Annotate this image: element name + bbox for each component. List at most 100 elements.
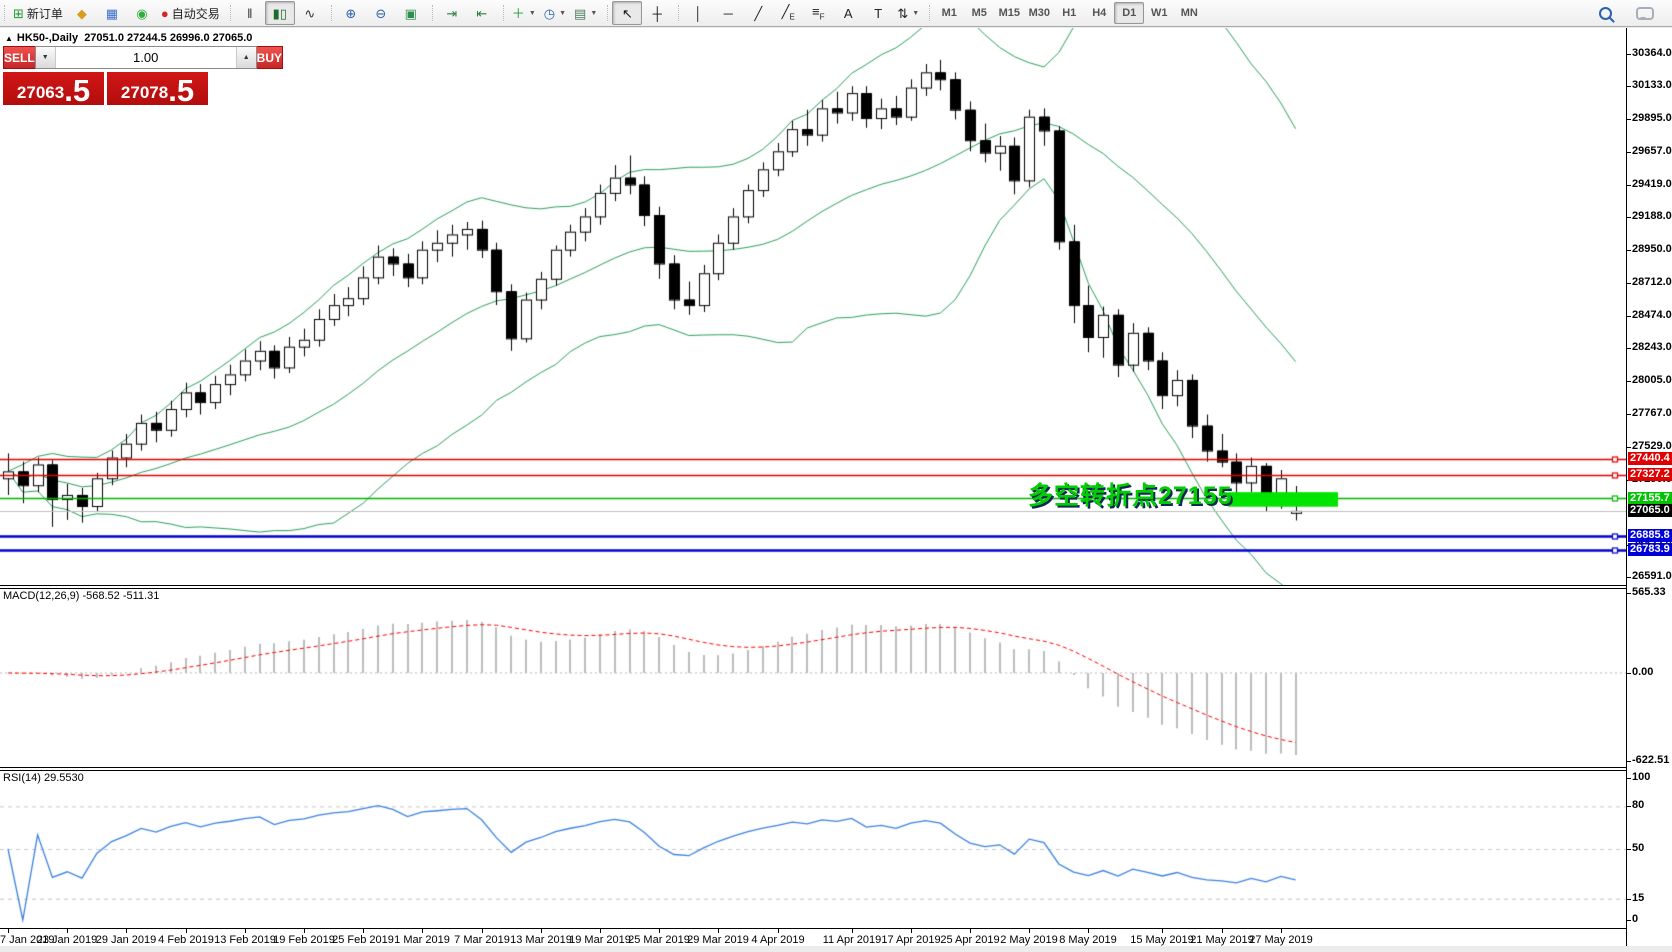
- horizontal-line-button[interactable]: ─: [713, 1, 743, 25]
- date-label: 27 May 2019: [1249, 934, 1313, 946]
- trendline-button[interactable]: ╱: [743, 1, 773, 25]
- rsi-chart-canvas[interactable]: [0, 771, 1626, 928]
- buy-button[interactable]: BUY: [256, 46, 284, 69]
- new-order-button[interactable]: ⊞ 新订单: [9, 1, 67, 25]
- equidistant-channel-button[interactable]: ╱E: [773, 1, 803, 25]
- timeframe-d1-label: D1: [1122, 7, 1137, 19]
- price-line-tag: 26783.9: [1628, 543, 1672, 557]
- date-label: 15 May 2019: [1130, 934, 1194, 946]
- axis-tick-label: 30364.0: [1632, 46, 1672, 59]
- tile-windows-button[interactable]: ▣: [396, 1, 426, 25]
- toolbar-right: [1590, 1, 1670, 25]
- panel-splitter[interactable]: [0, 585, 1672, 589]
- price-line-tag: 27155.7: [1628, 491, 1672, 505]
- market-watch-button[interactable]: ▦: [97, 1, 127, 25]
- price-axis: 30364.0 30133.0 29895.0 29657.0 29419.0 29188…: [1626, 28, 1672, 946]
- crosshair-button[interactable]: ┼: [642, 1, 672, 25]
- zoom-out-button[interactable]: ⊖: [366, 1, 396, 25]
- text-button[interactable]: A: [833, 1, 863, 25]
- timeframe-w1-label: W1: [1151, 7, 1168, 19]
- fibonacci-button[interactable]: ≡F: [803, 1, 833, 25]
- timeframe-d1[interactable]: D1: [1114, 2, 1145, 24]
- auto-scroll-button[interactable]: ⇥: [437, 1, 467, 25]
- bar-chart-icon: ‖: [247, 5, 253, 21]
- buy-price-int: 27078: [120, 83, 169, 102]
- timeframe-m5-label: M5: [971, 7, 987, 19]
- date-tick: [1029, 929, 1030, 933]
- macd-chart-canvas[interactable]: [0, 589, 1626, 767]
- axis-tick-label: -622.51: [1632, 754, 1670, 766]
- volume-input[interactable]: [55, 47, 236, 68]
- profile-icon: ◆: [76, 5, 87, 21]
- timeframe-h1[interactable]: H1: [1054, 2, 1084, 24]
- chart-shift-button[interactable]: ⇤: [467, 1, 497, 25]
- cursor-icon: ↖: [621, 5, 633, 21]
- toolbar-group: ‖ ▮▯ ∿: [228, 1, 329, 25]
- vertical-line-button[interactable]: │: [683, 1, 713, 25]
- zoom-in-button[interactable]: ⊕: [336, 1, 366, 25]
- timeframe-m30[interactable]: M30: [1024, 2, 1054, 24]
- toolbar-group: ⊕ ⊖ ▣: [329, 1, 430, 25]
- autotrade-button[interactable]: ● 自动交易: [157, 1, 224, 25]
- date-tick: [541, 929, 542, 933]
- chart-shift-icon: ⇤: [476, 5, 488, 21]
- text-label-button[interactable]: T: [863, 1, 893, 25]
- search-icon: [1598, 6, 1612, 20]
- axis-tick: [1627, 282, 1631, 284]
- timeframe-w1[interactable]: W1: [1144, 2, 1174, 24]
- date-tick: [778, 929, 779, 933]
- macd-indicator-label: MACD(12,26,9) -568.52 -511.31: [3, 590, 160, 602]
- zoom-out-icon: ⊖: [375, 5, 387, 21]
- chat-button[interactable]: [1630, 1, 1660, 25]
- price-line-tag: 27327.2: [1628, 468, 1672, 482]
- candlestick-chart-button[interactable]: ▮▯: [264, 1, 295, 25]
- date-label: 8 May 2019: [1059, 934, 1117, 946]
- profile-button[interactable]: ◆: [67, 1, 97, 25]
- periods-button[interactable]: ◷ ▼: [540, 1, 570, 25]
- axis-tick-label: 28243.0: [1632, 340, 1672, 353]
- date-label: 17 Apr 2019: [881, 934, 941, 946]
- new-order-icon: ⊞: [13, 5, 24, 21]
- bar-chart-button[interactable]: ‖: [235, 1, 265, 25]
- timeframe-m15[interactable]: M15: [994, 2, 1024, 24]
- sell-button[interactable]: SELL: [3, 46, 35, 69]
- date-tick: [1281, 929, 1282, 933]
- cursor-button[interactable]: ↖: [612, 1, 643, 25]
- date-label: 21 May 2019: [1190, 934, 1254, 946]
- chart-annotation-text: 多空转折点27155: [1028, 482, 1233, 510]
- price-line-tag: 27440.4: [1628, 452, 1672, 466]
- line-chart-button[interactable]: ∿: [295, 1, 325, 25]
- axis-tick: [1627, 849, 1631, 850]
- horizontal-line-icon: ─: [723, 5, 733, 21]
- indicators-button[interactable]: ＋ ▼: [508, 1, 540, 25]
- buy-price-display[interactable]: 27078.5: [107, 72, 208, 106]
- volume-decrease-button[interactable]: ▼: [35, 47, 56, 68]
- timeframe-m5[interactable]: M5: [964, 2, 994, 24]
- panel-splitter[interactable]: [0, 767, 1672, 771]
- sell-price-display[interactable]: 27063.5: [3, 72, 104, 106]
- timeframe-mn[interactable]: MN: [1174, 2, 1204, 24]
- axis-tick: [1627, 85, 1631, 87]
- timeframe-h4[interactable]: H4: [1084, 2, 1114, 24]
- volume-increase-button[interactable]: ▲: [235, 47, 256, 68]
- templates-button[interactable]: ▤ ▼: [570, 1, 601, 25]
- date-label: 7 Jan 2019: [0, 934, 55, 946]
- search-button[interactable]: [1590, 1, 1620, 25]
- date-label: 1 Mar 2019: [394, 934, 450, 946]
- date-tick: [126, 929, 127, 933]
- timeframe-h4-label: H4: [1092, 7, 1107, 19]
- chat-icon: [1636, 6, 1654, 20]
- main-chart-canvas[interactable]: [0, 28, 1626, 585]
- templates-icon: ▤: [574, 5, 587, 21]
- date-label: 29 Mar 2019: [687, 934, 749, 946]
- date-tick: [1222, 929, 1223, 933]
- axis-tick: [1627, 413, 1631, 415]
- arrows-button[interactable]: ⇅ ▼: [893, 1, 923, 25]
- signals-button[interactable]: ◉: [127, 1, 157, 25]
- axis-tick: [1627, 806, 1631, 808]
- date-tick: [911, 929, 912, 933]
- timeframe-m1[interactable]: M1: [934, 2, 964, 24]
- collapse-arrow-icon[interactable]: ▲: [5, 34, 13, 43]
- new-order-button-label: 新订单: [26, 6, 63, 21]
- periods-icon: ◷: [543, 5, 556, 21]
